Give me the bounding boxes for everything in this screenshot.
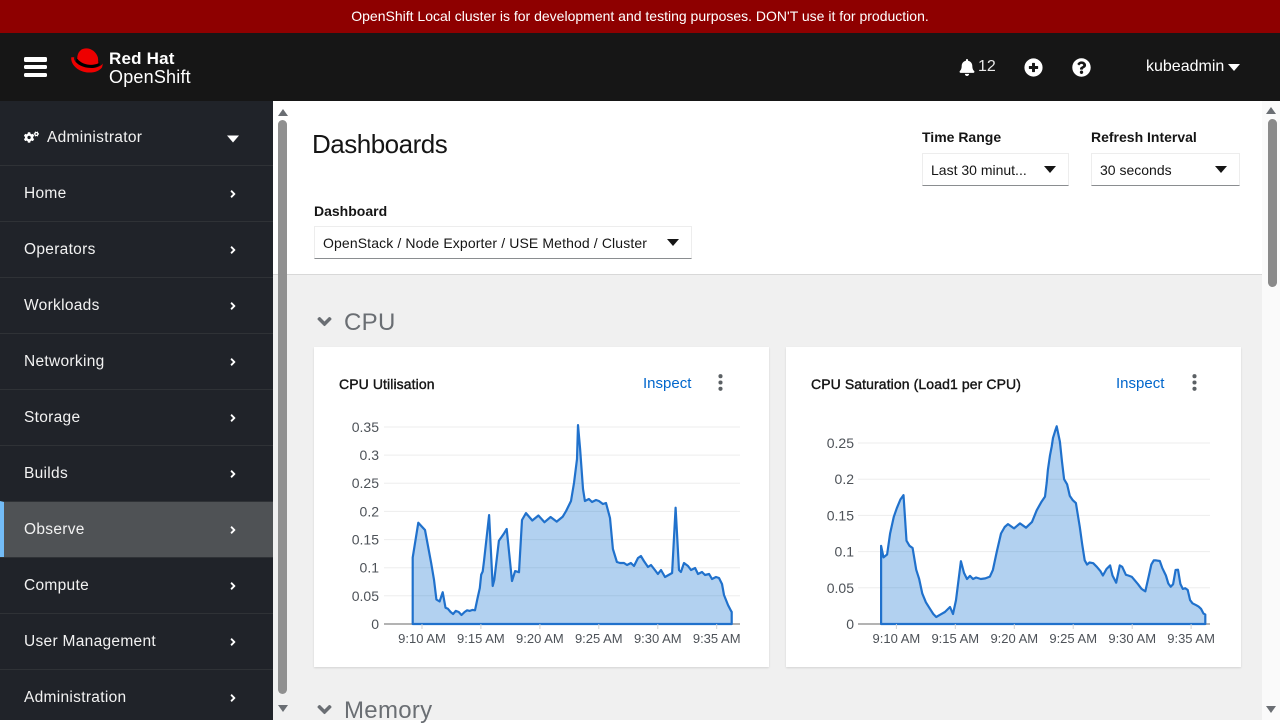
svg-text:9:30 AM: 9:30 AM <box>634 631 682 646</box>
svg-text:0.05: 0.05 <box>352 588 379 604</box>
svg-text:0.2: 0.2 <box>835 471 855 487</box>
svg-text:0.35: 0.35 <box>352 419 379 435</box>
svg-text:0.15: 0.15 <box>352 532 379 548</box>
svg-text:9:30 AM: 9:30 AM <box>1108 631 1156 646</box>
svg-text:9:20 AM: 9:20 AM <box>990 631 1038 646</box>
svg-text:0.3: 0.3 <box>360 447 380 463</box>
svg-text:9:35 AM: 9:35 AM <box>693 631 741 646</box>
svg-text:0.25: 0.25 <box>827 435 854 451</box>
svg-text:0.1: 0.1 <box>360 560 380 576</box>
svg-text:0: 0 <box>846 616 854 632</box>
svg-text:0.25: 0.25 <box>352 475 379 491</box>
svg-text:0.05: 0.05 <box>827 580 854 596</box>
svg-text:9:10 AM: 9:10 AM <box>873 631 921 646</box>
svg-text:9:25 AM: 9:25 AM <box>575 631 623 646</box>
svg-text:0: 0 <box>371 616 379 632</box>
svg-text:0.1: 0.1 <box>835 544 855 560</box>
svg-text:9:25 AM: 9:25 AM <box>1049 631 1097 646</box>
svg-text:9:35 AM: 9:35 AM <box>1167 631 1215 646</box>
svg-text:9:15 AM: 9:15 AM <box>931 631 979 646</box>
svg-text:0.15: 0.15 <box>827 507 854 523</box>
svg-text:0.2: 0.2 <box>360 503 380 519</box>
svg-text:9:20 AM: 9:20 AM <box>516 631 564 646</box>
svg-text:9:10 AM: 9:10 AM <box>398 631 446 646</box>
svg-text:9:15 AM: 9:15 AM <box>457 631 505 646</box>
